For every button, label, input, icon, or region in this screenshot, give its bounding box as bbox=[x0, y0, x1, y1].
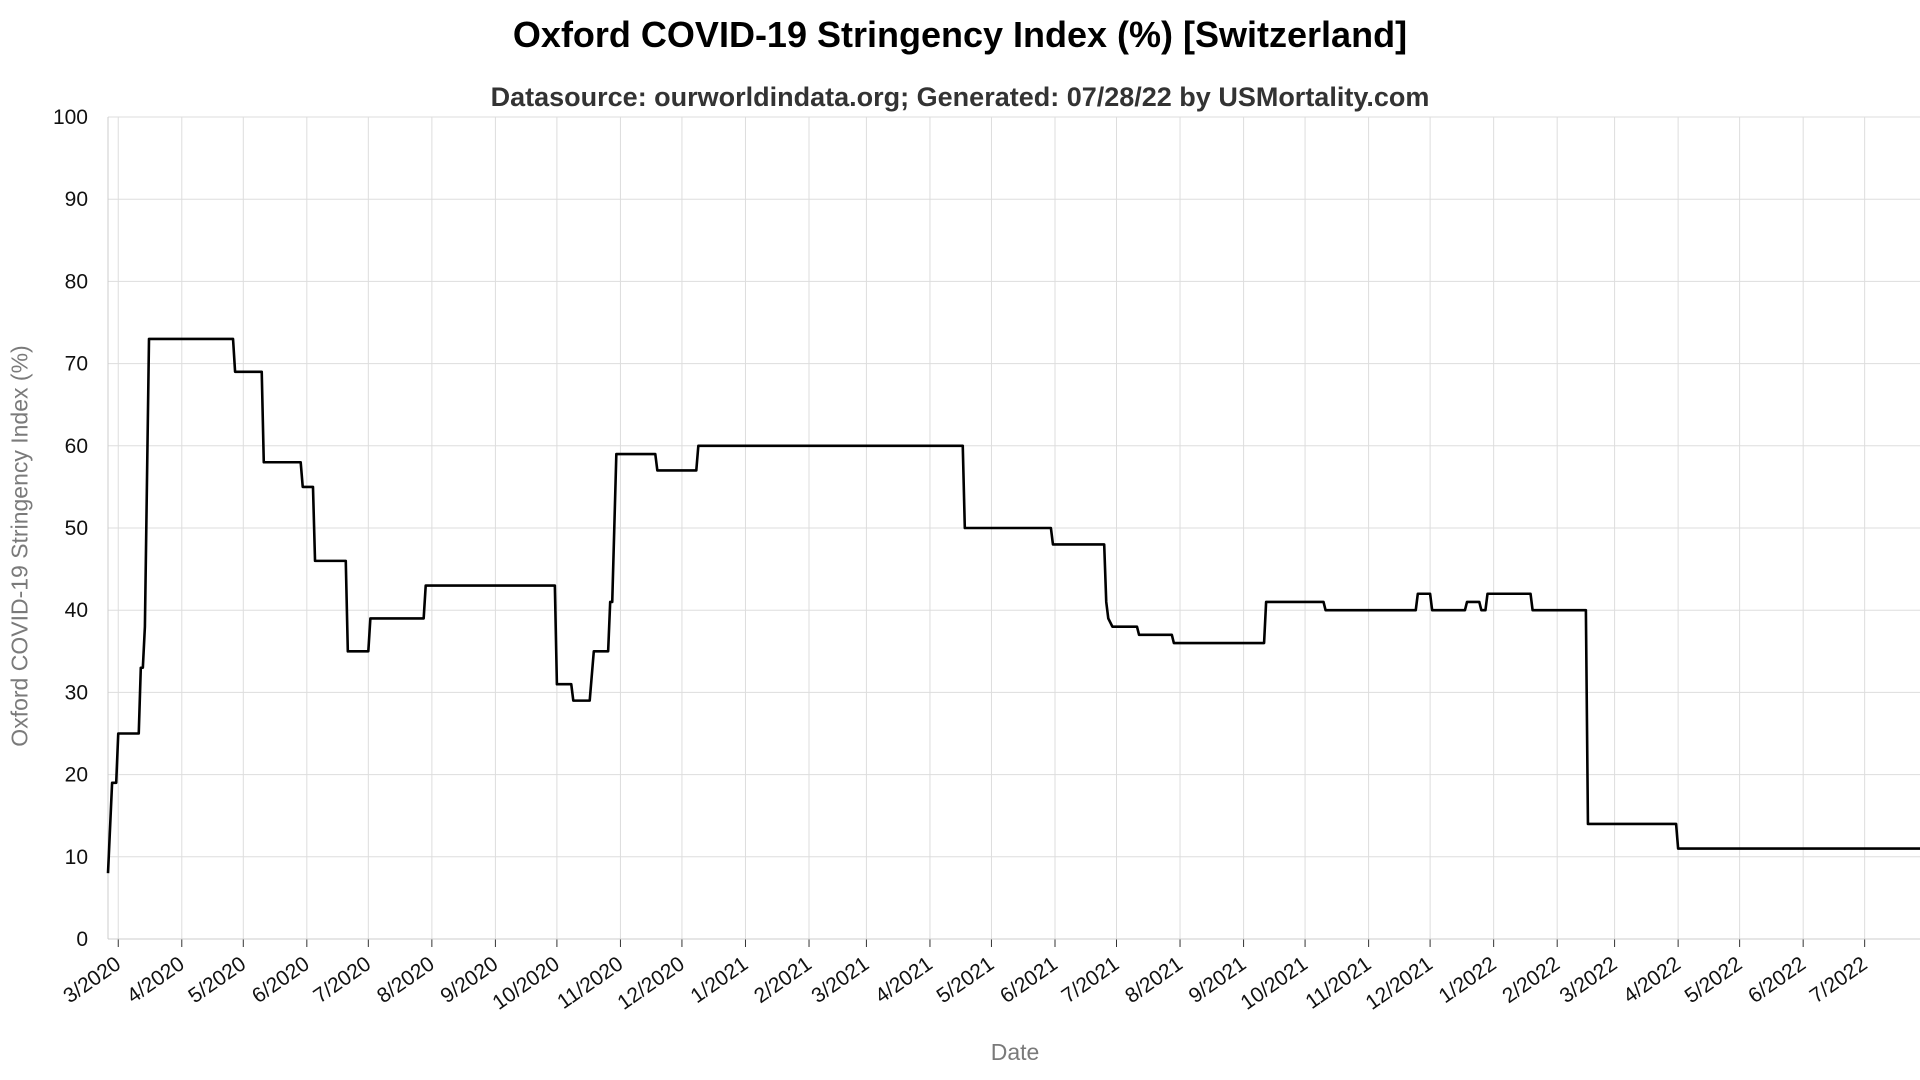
x-tick-label: 3/2021 bbox=[807, 952, 873, 1008]
x-axis-label: Date bbox=[990, 1039, 1040, 1065]
x-tick-label: 7/2020 bbox=[309, 952, 375, 1008]
y-tick-label: 20 bbox=[65, 764, 88, 787]
y-tick-label: 30 bbox=[65, 681, 88, 704]
x-tick-label: 12/2021 bbox=[1362, 952, 1437, 1014]
x-tick-label: 4/2021 bbox=[871, 952, 937, 1008]
x-tick-label: 3/2022 bbox=[1556, 952, 1622, 1008]
x-tick-label: 1/2021 bbox=[687, 952, 753, 1008]
chart-subtitle: Datasource: ourworldindata.org; Generate… bbox=[490, 82, 1430, 112]
x-tick-label: 8/2021 bbox=[1121, 952, 1187, 1008]
y-tick-label: 50 bbox=[65, 517, 88, 540]
x-tick-label: 10/2021 bbox=[1237, 952, 1312, 1014]
x-tick-label: 4/2022 bbox=[1619, 952, 1685, 1008]
x-tick-label: 8/2020 bbox=[373, 952, 439, 1008]
x-tick-label: 5/2020 bbox=[184, 952, 250, 1008]
series-line bbox=[106, 337, 1920, 874]
y-tick-label: 40 bbox=[65, 599, 88, 622]
x-tick-label: 2/2022 bbox=[1498, 952, 1564, 1008]
x-tick-label: 12/2020 bbox=[613, 952, 688, 1014]
y-tick-label: 10 bbox=[65, 846, 88, 869]
y-tick-label: 0 bbox=[76, 928, 88, 951]
y-tick-label: 90 bbox=[65, 188, 88, 211]
y-tick-label: 100 bbox=[53, 106, 88, 129]
x-tick-label: 6/2022 bbox=[1744, 952, 1810, 1008]
x-tick-label: 11/2021 bbox=[1301, 952, 1375, 1013]
x-tick-label: 3/2020 bbox=[59, 952, 125, 1008]
x-tick-label: 5/2022 bbox=[1681, 952, 1747, 1008]
x-tick-label: 6/2021 bbox=[996, 952, 1062, 1008]
y-tick-label: 60 bbox=[65, 435, 88, 458]
y-tick-label: 80 bbox=[65, 270, 88, 293]
x-tick-label: 1/2022 bbox=[1435, 952, 1501, 1008]
y-tick-label: 70 bbox=[65, 353, 88, 376]
x-tick-label: 7/2021 bbox=[1058, 952, 1124, 1008]
chart-title: Oxford COVID-19 Stringency Index (%) [Sw… bbox=[512, 14, 1408, 55]
x-tick-label: 7/2022 bbox=[1806, 952, 1872, 1008]
x-tick-label: 4/2020 bbox=[123, 952, 189, 1008]
x-tick-label: 11/2020 bbox=[553, 952, 627, 1013]
series-layer bbox=[106, 337, 1920, 874]
grid-lines bbox=[108, 116, 1920, 940]
x-tick-label: 6/2020 bbox=[248, 952, 314, 1008]
x-tick-label: 5/2021 bbox=[933, 952, 999, 1008]
x-tick-label: 10/2020 bbox=[488, 952, 563, 1014]
x-tick-label: 2/2021 bbox=[750, 952, 816, 1008]
